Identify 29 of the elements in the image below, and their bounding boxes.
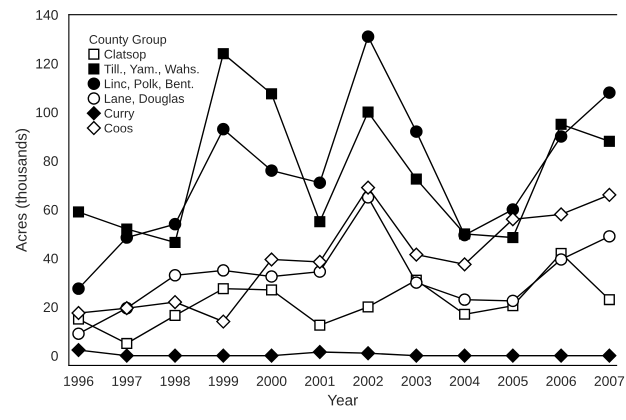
y-axis-title: Acres (thousands) <box>15 129 30 252</box>
x-tick-label: 1997 <box>112 376 142 386</box>
y-tick-label: 20 <box>44 302 58 312</box>
y-tick-label: 100 <box>36 107 58 118</box>
legend-label: Linc, Polk, Bent. <box>104 79 194 90</box>
x-tick-label: 1999 <box>208 376 238 386</box>
x-tick-label: 2004 <box>450 376 480 386</box>
legend-label: Coos <box>104 124 133 133</box>
legend-label: Lane, Douglas <box>104 94 184 106</box>
x-tick-label: 2001 <box>305 376 335 386</box>
legend-label: Curry <box>104 108 134 120</box>
y-tick-label: 120 <box>36 58 58 69</box>
y-tick-label: 0 <box>51 350 58 361</box>
y-tick-label: 140 <box>36 10 58 20</box>
x-tick-label: 1996 <box>64 376 94 386</box>
x-tick-label: 2000 <box>256 376 286 386</box>
x-tick-label: 1998 <box>160 376 190 386</box>
x-tick-label: 2006 <box>546 376 576 386</box>
legend-label: Till., Yam., Wahs. <box>104 64 199 75</box>
y-tick-label: 80 <box>44 156 58 166</box>
legend-title: County Group <box>89 35 166 46</box>
x-axis-title: Year <box>328 394 358 406</box>
legend-label: Clatsop <box>104 49 146 62</box>
x-tick-label: 2007 <box>594 376 624 386</box>
y-tick-label: 40 <box>43 254 58 264</box>
x-tick-label: 2003 <box>402 376 432 386</box>
y-tick-label: 60 <box>44 204 58 215</box>
x-tick-label: 2005 <box>498 376 528 386</box>
x-tick-label: 2002 <box>353 376 383 386</box>
